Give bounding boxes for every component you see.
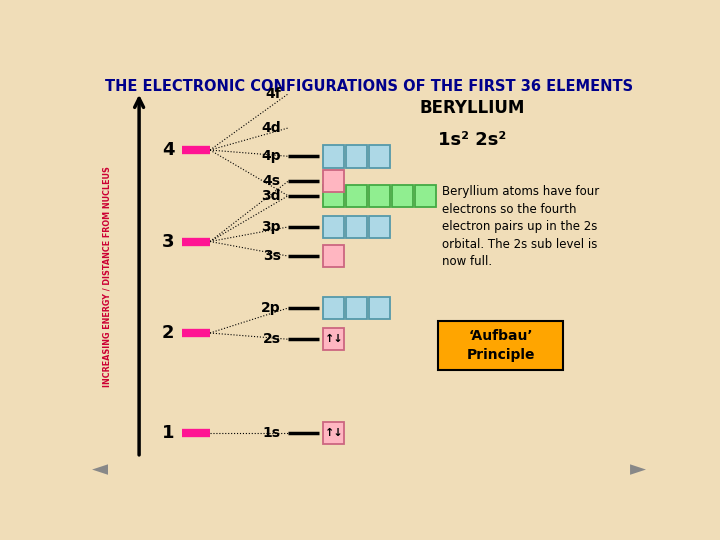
FancyBboxPatch shape [369,297,390,319]
FancyBboxPatch shape [323,170,344,192]
Text: 3p: 3p [261,220,281,234]
Text: 1s² 2s²: 1s² 2s² [438,131,506,149]
FancyBboxPatch shape [346,185,367,207]
FancyBboxPatch shape [323,245,344,267]
Text: INCREASING ENERGY / DISTANCE FROM NUCLEUS: INCREASING ENERGY / DISTANCE FROM NUCLEU… [102,166,112,387]
Text: 4: 4 [162,141,174,159]
FancyBboxPatch shape [323,185,344,207]
Text: 4p: 4p [261,149,281,163]
Text: 4f: 4f [265,87,281,101]
FancyBboxPatch shape [369,216,390,238]
FancyBboxPatch shape [392,185,413,207]
Text: 3: 3 [162,233,174,251]
Text: 2s: 2s [263,332,281,346]
Text: Beryllium atoms have four
electrons so the fourth
electron pairs up in the 2s
or: Beryllium atoms have four electrons so t… [441,185,599,268]
FancyBboxPatch shape [346,216,367,238]
FancyBboxPatch shape [415,185,436,207]
FancyBboxPatch shape [346,145,367,167]
FancyBboxPatch shape [369,185,390,207]
Text: 4d: 4d [261,121,281,135]
FancyBboxPatch shape [323,145,344,167]
Text: ◄: ◄ [92,459,108,479]
Text: 2p: 2p [261,301,281,315]
FancyBboxPatch shape [369,145,390,167]
FancyBboxPatch shape [323,297,344,319]
Text: 3s: 3s [263,249,281,263]
FancyBboxPatch shape [323,328,344,350]
Text: ↑↓: ↑↓ [325,334,343,344]
Text: 3d: 3d [261,189,281,203]
Text: BERYLLIUM: BERYLLIUM [420,99,525,118]
Text: THE ELECTRONIC CONFIGURATIONS OF THE FIRST 36 ELEMENTS: THE ELECTRONIC CONFIGURATIONS OF THE FIR… [105,79,633,94]
Text: ►: ► [630,459,646,479]
Text: 1s: 1s [263,426,281,440]
FancyBboxPatch shape [323,422,344,444]
Text: 4s: 4s [263,174,281,188]
Text: ↑↓: ↑↓ [325,428,343,438]
Text: ‘Aufbau’
Principle: ‘Aufbau’ Principle [467,329,535,362]
Text: 2: 2 [162,324,174,342]
FancyBboxPatch shape [438,321,563,370]
Text: 1: 1 [162,424,174,442]
FancyBboxPatch shape [346,297,367,319]
FancyBboxPatch shape [323,216,344,238]
